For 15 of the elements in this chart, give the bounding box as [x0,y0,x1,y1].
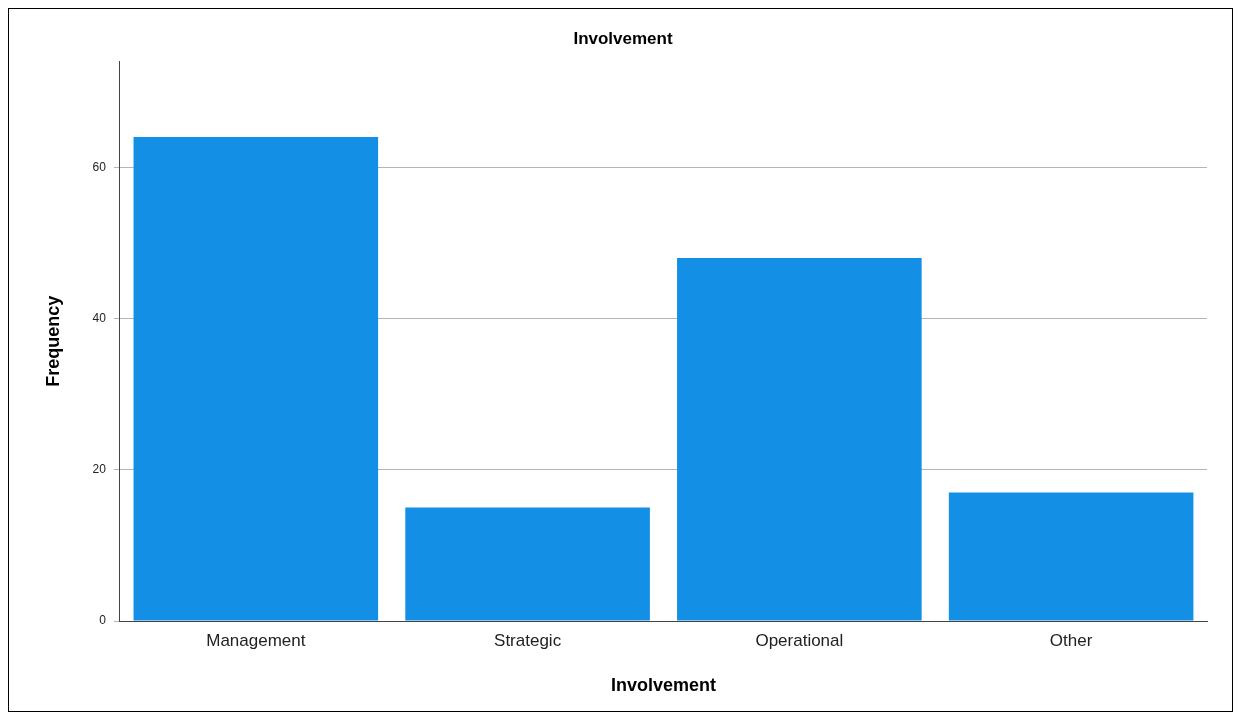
y-tick-label: 0 [99,613,107,628]
x-tick-label: Strategic [494,630,562,650]
y-tick-label: 60 [92,159,107,174]
bar [677,258,922,621]
x-axis-title: Involvement [610,675,716,696]
bar [133,137,379,621]
bar [948,492,1194,621]
bar [405,507,650,621]
x-tick-label: Other [1049,630,1093,650]
chart-title: Involvement [573,28,673,48]
y-tick-label: 40 [92,310,107,325]
x-tick-label: Operational [755,630,844,650]
y-tick-label: 20 [92,462,107,477]
y-axis-title: Frequency [42,295,63,387]
x-tick-label: Management [206,630,306,650]
